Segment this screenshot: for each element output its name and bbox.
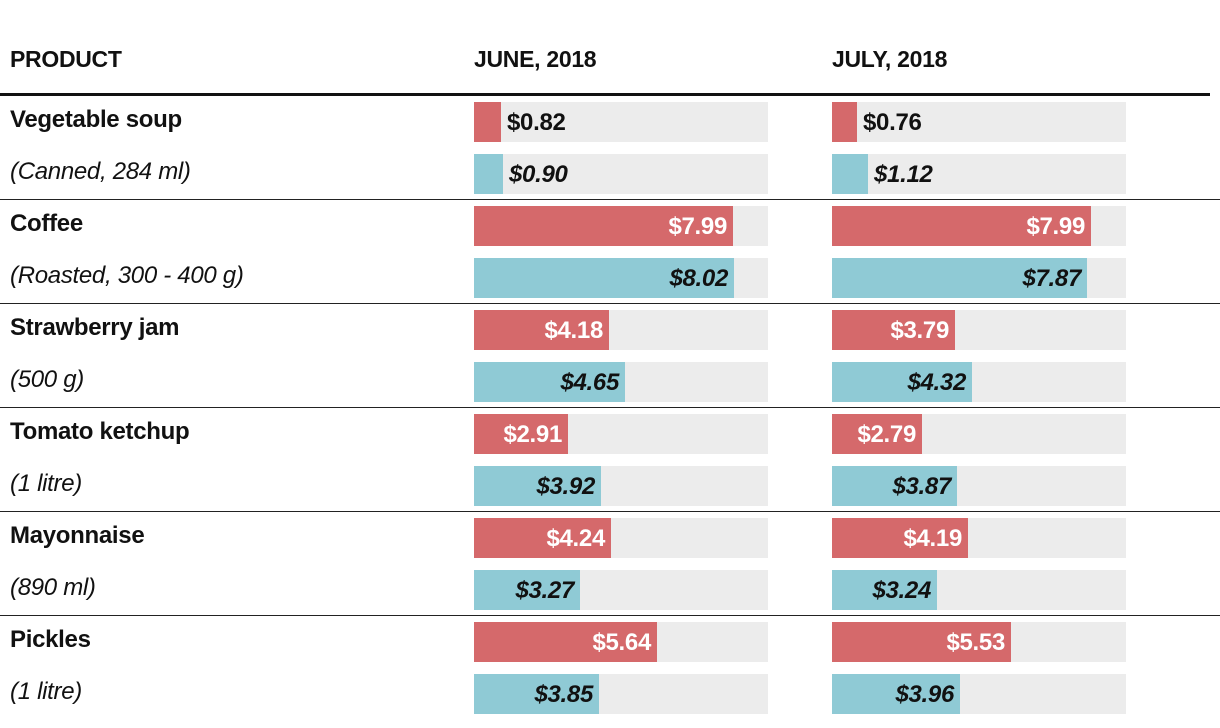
bar-track: $7.99 (832, 206, 1126, 246)
july-blue-bar (832, 674, 960, 714)
july-blue-bar (832, 362, 972, 402)
bar-track: $1.12 (832, 154, 1126, 194)
july-red-value-label: $4.19 (903, 525, 962, 552)
july-blue-value-label: $3.87 (892, 473, 951, 500)
header-june: JUNE, 2018 (474, 46, 597, 72)
bar-track: $3.92 (474, 466, 768, 506)
product-name: Coffee (10, 210, 83, 237)
bar-track: $2.91 (474, 414, 768, 454)
june-blue-bar (474, 466, 601, 506)
june-blue-value-label: $3.85 (534, 681, 593, 708)
june-blue-bar (474, 570, 580, 610)
header-july: JULY, 2018 (832, 46, 948, 72)
bar-track: $0.76 (832, 102, 1126, 142)
product-name: Strawberry jam (10, 314, 180, 341)
july-red-bar (832, 310, 955, 350)
header-rule (0, 93, 1210, 96)
july-blue-value-label: $4.32 (907, 369, 966, 396)
product-description: (1 litre) (10, 678, 82, 705)
july-blue-value-label: $3.96 (895, 681, 954, 708)
july-blue-value-label: $1.12 (874, 161, 933, 188)
june-blue-value-label: $4.65 (560, 369, 619, 396)
bar-track: $4.24 (474, 518, 768, 558)
june-red-bar (474, 622, 657, 662)
june-red-bar (474, 102, 501, 142)
june-red-value-label: $4.18 (544, 317, 603, 344)
product-group: Mayonnaise (890 ml) $4.24 $3.27 $4.19 $3.24 (0, 512, 1220, 616)
bar-track: $3.79 (832, 310, 1126, 350)
bar-track: $7.87 (832, 258, 1126, 298)
product-description: (Canned, 284 ml) (10, 158, 191, 185)
bar-track: $3.87 (832, 466, 1126, 506)
june-blue-bar (474, 154, 503, 194)
chart-rows: Vegetable soup (Canned, 284 ml) $0.82 $0.90… (0, 96, 1220, 720)
bar-track: $3.96 (832, 674, 1126, 714)
bar-track: $4.19 (832, 518, 1126, 558)
july-blue-bar (832, 258, 1087, 298)
july-red-value-label: $2.79 (857, 421, 916, 448)
bar-track: $3.85 (474, 674, 768, 714)
bar-track: $2.79 (832, 414, 1126, 454)
june-blue-value-label: $3.92 (536, 473, 595, 500)
june-red-value-label: $4.24 (546, 525, 605, 552)
bar-track: $0.90 (474, 154, 768, 194)
july-red-bar (832, 414, 922, 454)
july-blue-value-label: $7.87 (1022, 265, 1081, 292)
product-description: (Roasted, 300 - 400 g) (10, 262, 244, 289)
june-red-value-label: $7.99 (668, 213, 727, 240)
july-blue-value-label: $3.24 (872, 577, 931, 604)
bar-track: $4.32 (832, 362, 1126, 402)
july-blue-bar (832, 570, 937, 610)
june-blue-bar (474, 362, 625, 402)
product-name: Tomato ketchup (10, 418, 190, 445)
june-red-bar (474, 518, 611, 558)
bar-track: $0.82 (474, 102, 768, 142)
june-red-bar (474, 206, 733, 246)
july-red-value-label: $3.79 (890, 317, 949, 344)
june-red-value-label: $2.91 (503, 421, 562, 448)
bar-track: $3.27 (474, 570, 768, 610)
june-red-value-label: $5.64 (592, 629, 651, 656)
june-blue-bar (474, 674, 599, 714)
july-blue-bar (832, 466, 957, 506)
july-red-value-label: $7.99 (1026, 213, 1085, 240)
july-red-value-label: $5.53 (946, 629, 1005, 656)
product-group: Pickles (1 litre) $5.64 $3.85 $5.53 $3.96 (0, 616, 1220, 720)
bar-track: $5.64 (474, 622, 768, 662)
product-name: Pickles (10, 626, 91, 653)
july-red-bar (832, 206, 1091, 246)
july-red-value-label: $0.76 (863, 109, 922, 136)
product-group: Coffee (Roasted, 300 - 400 g) $7.99 $8.02 $7… (0, 200, 1220, 304)
june-red-bar (474, 310, 609, 350)
june-red-bar (474, 414, 568, 454)
bar-track: $3.24 (832, 570, 1126, 610)
bar-track: $4.65 (474, 362, 768, 402)
product-group: Strawberry jam (500 g) $4.18 $4.65 $3.79 $4.3… (0, 304, 1220, 408)
june-blue-value-label: $3.27 (515, 577, 574, 604)
product-group: Tomato ketchup (1 litre) $2.91 $3.92 $2.79 $3… (0, 408, 1220, 512)
july-red-bar (832, 102, 857, 142)
product-description: (500 g) (10, 366, 84, 393)
bar-track: $7.99 (474, 206, 768, 246)
june-blue-value-label: $8.02 (669, 265, 728, 292)
july-red-bar (832, 518, 968, 558)
july-red-bar (832, 622, 1011, 662)
product-name: Mayonnaise (10, 522, 145, 549)
bar-track: $4.18 (474, 310, 768, 350)
june-blue-value-label: $0.90 (509, 161, 568, 188)
product-description: (890 ml) (10, 574, 96, 601)
product-group: Vegetable soup (Canned, 284 ml) $0.82 $0.90… (0, 96, 1220, 200)
june-blue-bar (474, 258, 734, 298)
july-blue-bar (832, 154, 868, 194)
product-description: (1 litre) (10, 470, 82, 497)
product-name: Vegetable soup (10, 106, 182, 133)
bar-track: $8.02 (474, 258, 768, 298)
bar-track: $5.53 (832, 622, 1126, 662)
june-red-value-label: $0.82 (507, 109, 566, 136)
header-product: PRODUCT (10, 46, 122, 72)
